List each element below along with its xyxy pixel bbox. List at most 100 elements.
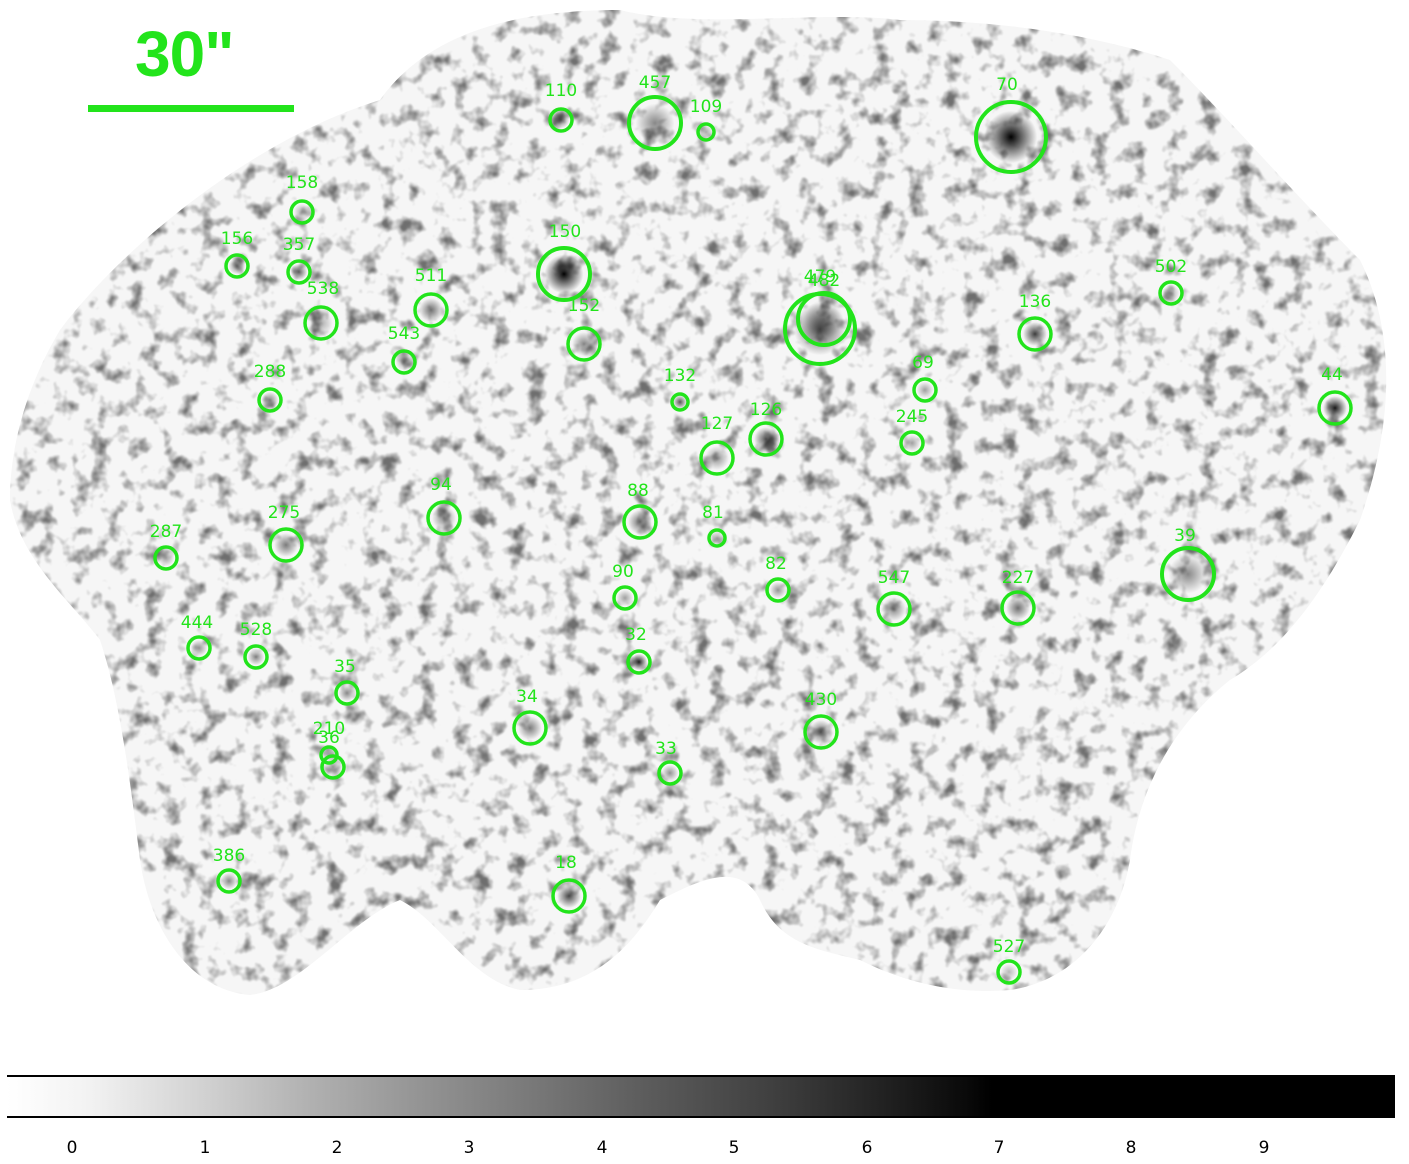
- source-region-circle[interactable]: [765, 577, 791, 603]
- source-label: 528: [240, 620, 272, 640]
- source-label: 152: [568, 296, 600, 316]
- colorbar-tick-label: 4: [596, 1138, 608, 1158]
- colorbar-tick-label: 3: [463, 1138, 475, 1158]
- source-region-circle[interactable]: [1160, 546, 1216, 602]
- scale-bar-label: 30": [135, 18, 235, 90]
- source-region-circle[interactable]: [657, 760, 683, 786]
- source-region-circle[interactable]: [699, 440, 735, 476]
- source-emission: [903, 434, 921, 452]
- source-label: 357: [283, 235, 315, 255]
- colorbar-tick-label: 0: [66, 1138, 78, 1158]
- source-emission: [1023, 322, 1047, 346]
- source-label: 287: [150, 522, 182, 542]
- source-region-circle[interactable]: [257, 387, 283, 413]
- source-region-circle[interactable]: [216, 868, 242, 894]
- source-region-circle[interactable]: [696, 122, 716, 142]
- source-label: 158: [286, 173, 318, 193]
- source-emission: [419, 298, 443, 322]
- colorbar: [7, 1075, 1395, 1118]
- source-emission: [630, 653, 648, 671]
- source-label: 527: [993, 937, 1025, 957]
- source-label: 90: [612, 562, 634, 582]
- source-region-circle[interactable]: [974, 100, 1048, 174]
- source-region-circle[interactable]: [536, 246, 592, 302]
- source-emission: [1000, 963, 1018, 981]
- source-label: 210: [313, 719, 345, 739]
- source-emission: [290, 263, 308, 281]
- source-emission: [705, 446, 729, 470]
- xray-image: 110 457 109 70 158 156 357 538 511 543 150 152 47948…: [10, 10, 1387, 995]
- source-region-circle[interactable]: [224, 253, 250, 279]
- source-region-circle[interactable]: [912, 377, 938, 403]
- source-label: 547: [878, 568, 910, 588]
- source-emission: [710, 531, 724, 545]
- source-region-circle[interactable]: [748, 421, 784, 457]
- source-label: 386: [213, 846, 245, 866]
- source-region-circle[interactable]: [391, 349, 417, 375]
- source-emission: [309, 311, 333, 335]
- source-emission: [635, 103, 675, 143]
- source-region-circle[interactable]: [796, 291, 852, 347]
- source-region-circle[interactable]: [670, 392, 690, 412]
- scale-bar: [88, 105, 294, 112]
- source-region-circle[interactable]: [413, 292, 449, 328]
- source-emission: [1168, 554, 1208, 594]
- source-emission: [395, 353, 413, 371]
- source-emission: [1162, 284, 1180, 302]
- source-label: 109: [690, 97, 722, 117]
- source-region-circle[interactable]: [626, 649, 652, 675]
- source-region-circle[interactable]: [612, 585, 638, 611]
- source-region-circle[interactable]: [1000, 590, 1036, 626]
- source-emission: [552, 111, 570, 129]
- source-label: 34: [516, 687, 538, 707]
- source-region-circle[interactable]: [320, 754, 346, 780]
- source-emission: [432, 506, 456, 530]
- source-region-circle[interactable]: [1158, 280, 1184, 306]
- colorbar-tick-label: 7: [993, 1138, 1005, 1158]
- source-label: 88: [627, 481, 649, 501]
- source-region-circle[interactable]: [899, 430, 925, 456]
- source-emission: [804, 299, 844, 339]
- source-region-circle[interactable]: [512, 710, 548, 746]
- source-label: 288: [254, 362, 286, 382]
- source-emission: [916, 381, 934, 399]
- source-region-circle[interactable]: [1317, 390, 1353, 426]
- source-label: 482: [808, 271, 840, 291]
- source-label: 18: [555, 853, 577, 873]
- source-region-circle[interactable]: [243, 644, 269, 670]
- source-region-circle[interactable]: [286, 259, 312, 285]
- source-region-circle[interactable]: [426, 500, 462, 536]
- source-region-circle[interactable]: [566, 326, 602, 362]
- source-region-circle[interactable]: [186, 635, 212, 661]
- source-region-circle[interactable]: [803, 714, 839, 750]
- colorbar-tick-label: 6: [861, 1138, 873, 1158]
- source-region-circle[interactable]: [303, 305, 339, 341]
- source-region-circle[interactable]: [876, 591, 912, 627]
- colorbar-tick-label: 2: [331, 1138, 343, 1158]
- source-region-circle[interactable]: [334, 680, 360, 706]
- source-label: 126: [750, 400, 782, 420]
- source-region-circle[interactable]: [707, 528, 727, 548]
- source-emission: [699, 125, 713, 139]
- source-emission: [661, 764, 679, 782]
- source-label: 511: [415, 266, 447, 286]
- source-region-circle[interactable]: [627, 95, 683, 151]
- source-label: 457: [639, 73, 671, 93]
- source-region-circle[interactable]: [1017, 316, 1053, 352]
- source-emission: [228, 257, 246, 275]
- source-emission: [882, 597, 906, 621]
- source-region-circle[interactable]: [548, 107, 574, 133]
- source-label: 127: [701, 414, 733, 434]
- source-label: 110: [545, 81, 577, 101]
- source-region-circle[interactable]: [268, 527, 304, 563]
- source-emission: [673, 395, 687, 409]
- source-region-circle[interactable]: [622, 504, 658, 540]
- source-emission: [1323, 396, 1347, 420]
- source-region-circle[interactable]: [551, 878, 587, 914]
- source-region-circle[interactable]: [289, 199, 315, 225]
- source-region-circle[interactable]: [153, 545, 179, 571]
- source-region-circle[interactable]: [996, 959, 1022, 985]
- source-label: 150: [549, 222, 581, 242]
- source-emission: [616, 589, 634, 607]
- source-emission: [572, 332, 596, 356]
